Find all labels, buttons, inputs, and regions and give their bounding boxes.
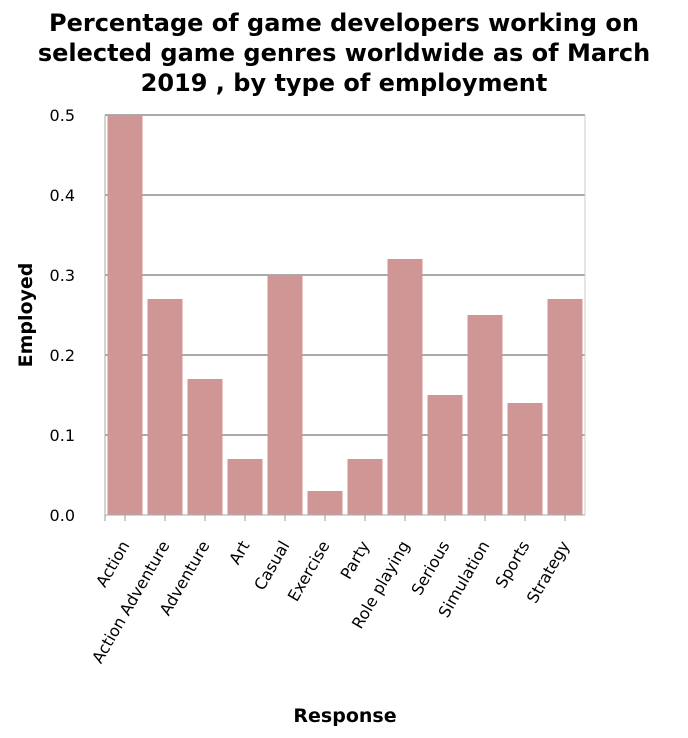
bar bbox=[227, 459, 263, 515]
bar bbox=[307, 491, 343, 515]
bar bbox=[427, 395, 463, 515]
y-tick-label: 0.5 bbox=[50, 106, 75, 125]
bar bbox=[347, 459, 383, 515]
gridlines bbox=[105, 114, 586, 515]
axes bbox=[104, 115, 585, 521]
x-axis-label: Response bbox=[293, 705, 396, 727]
bar bbox=[387, 259, 423, 515]
chart-title: Percentage of game developers working on… bbox=[0, 8, 688, 98]
y-axis-label: Employed bbox=[15, 263, 37, 368]
bar bbox=[267, 275, 303, 515]
y-tick-label: 0.3 bbox=[50, 266, 75, 285]
x-tick-label: Party bbox=[336, 538, 373, 583]
x-tick-label: Sports bbox=[491, 538, 533, 592]
bar bbox=[507, 403, 543, 515]
y-tick-label: 0.1 bbox=[50, 426, 75, 445]
chart-title-line-3: 2019 , by type of employment bbox=[140, 69, 548, 97]
chart-title-line-2: selected game genres worldwide as of Mar… bbox=[37, 39, 651, 67]
y-tick-label: 0.2 bbox=[50, 346, 75, 365]
bar bbox=[147, 299, 183, 515]
bar bbox=[547, 299, 583, 515]
bar bbox=[187, 379, 223, 515]
bar bbox=[107, 115, 143, 515]
x-tick-label: Action bbox=[92, 538, 134, 591]
y-tick-labels: 0.0 0.1 0.2 0.3 0.4 0.5 bbox=[50, 106, 75, 525]
chart-title-line-1: Percentage of game developers working on bbox=[49, 9, 639, 37]
x-tick-label: Casual bbox=[250, 538, 293, 594]
bars bbox=[107, 115, 583, 515]
x-tick-label: Art bbox=[225, 538, 253, 568]
y-tick-label: 0.0 bbox=[50, 506, 75, 525]
bar bbox=[467, 315, 503, 515]
y-tick-label: 0.4 bbox=[50, 186, 75, 205]
